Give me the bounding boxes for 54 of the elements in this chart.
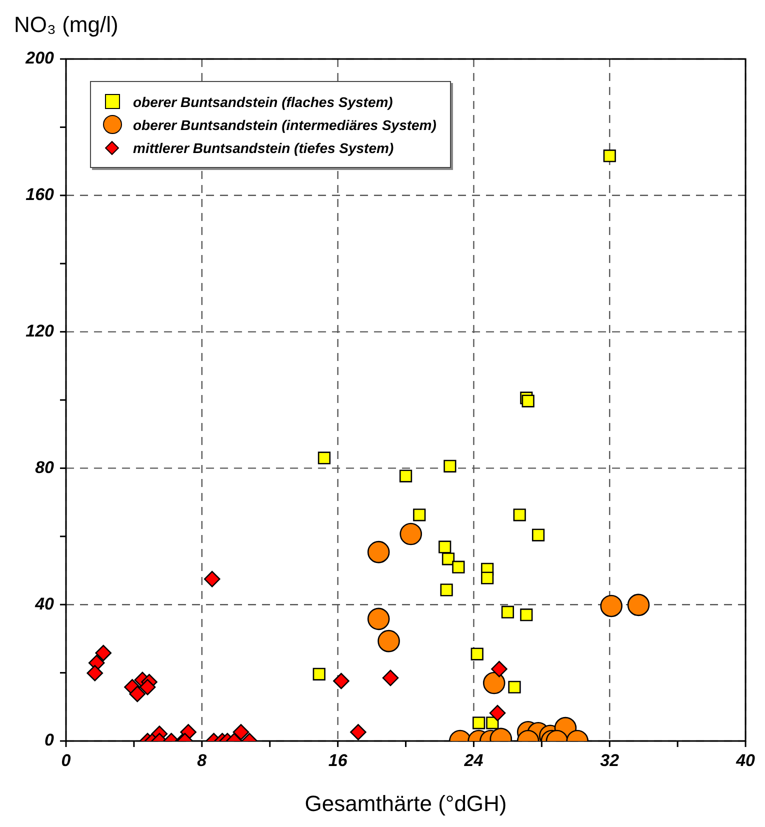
point: [95, 644, 112, 662]
point: [603, 150, 616, 162]
point: [508, 680, 521, 694]
x-tick-label: 40: [735, 750, 756, 770]
point: [513, 508, 526, 522]
point: [482, 672, 506, 694]
point: [378, 630, 400, 652]
point: [399, 470, 412, 482]
point: [86, 664, 104, 682]
y-axis-title: NO₃ (mg/l): [14, 12, 118, 38]
y-tick-label: 0: [44, 730, 55, 750]
x-tick-label: 0: [61, 750, 72, 770]
point: [491, 660, 508, 678]
point: [501, 606, 514, 618]
x-tick-label: 24: [463, 750, 484, 770]
point: [333, 672, 350, 690]
point: [442, 552, 455, 566]
point: [382, 670, 399, 686]
x-tick-label: 8: [197, 750, 208, 770]
point: [444, 460, 456, 472]
point: [204, 570, 220, 588]
point: [312, 668, 326, 680]
point: [600, 594, 622, 618]
point: [438, 540, 452, 554]
legend-label: oberer Buntsandstein (flaches System): [133, 94, 393, 110]
point: [129, 686, 146, 702]
point: [520, 608, 533, 622]
point: [367, 608, 390, 630]
point: [627, 594, 650, 616]
y-tick-label: 120: [26, 321, 55, 340]
x-tick-label: 16: [328, 750, 348, 770]
point: [367, 540, 390, 564]
point: [470, 648, 484, 660]
legend-label: oberer Buntsandstein (intermediäres System): [133, 116, 436, 132]
point: [350, 724, 366, 740]
y-tick-label: 80: [35, 458, 55, 477]
point: [481, 572, 494, 584]
point: [318, 452, 331, 464]
point: [413, 508, 426, 522]
point: [532, 528, 545, 542]
legend-label: mittlerer Buntsandstein (tiefes System): [133, 140, 394, 156]
point: [522, 394, 534, 408]
point: [452, 560, 465, 574]
point: [139, 678, 156, 696]
y-tick-label: 200: [24, 48, 55, 68]
x-tick-label: 32: [600, 750, 620, 770]
point: [400, 522, 422, 546]
point: [472, 716, 486, 730]
point: [489, 704, 506, 722]
point: [440, 584, 453, 596]
y-tick-label: 40: [34, 594, 55, 614]
point: [232, 724, 250, 740]
x-axis-title: Gesamthärte (°dGH): [304, 791, 507, 816]
y-tick-label: 160: [26, 185, 55, 204]
